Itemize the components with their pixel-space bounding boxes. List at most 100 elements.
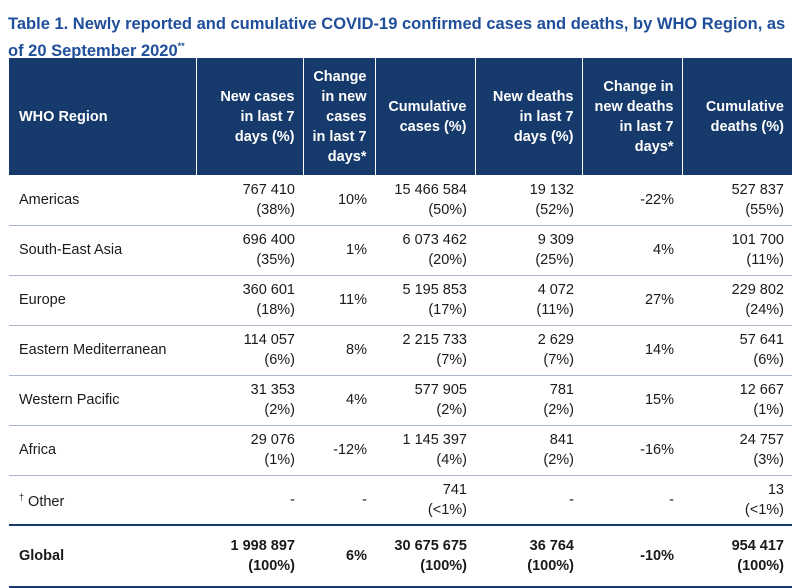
region-label: Other (28, 494, 65, 511)
cell-new-deaths: 781 (2%) (475, 375, 582, 426)
percent: (6%) (264, 352, 295, 368)
value: 9 309 (537, 232, 574, 248)
cell-new-cases: 1 998 897 (100%) (196, 524, 303, 588)
value: 6 073 462 (402, 232, 467, 248)
value: 1 998 897 (230, 538, 295, 554)
table-row: Europe 360 601 (18%) 11% 5 195 853 (17%) 4… (9, 275, 792, 326)
value: 19 132 (529, 181, 574, 198)
cell-new-deaths: 9 309 (25%) (475, 225, 582, 276)
percent: (18%) (256, 302, 295, 318)
cell-change-cases: 10% (303, 175, 375, 226)
percent: (52%) (535, 201, 574, 218)
caption-footnote-mark: ** (177, 41, 185, 51)
value: 5 195 853 (402, 282, 467, 298)
cell-change-deaths: - (582, 475, 682, 526)
value: 57 641 (739, 332, 784, 348)
percent: (38%) (256, 201, 295, 218)
header-change-cases: Change in new cases in last 7 days* (303, 58, 376, 175)
cell-new-deaths: 4 072 (11%) (475, 275, 582, 326)
cell-new-deaths: 841 (2%) (475, 425, 582, 476)
cell-change-cases: 11% (303, 275, 375, 326)
caption-text: Table 1. Newly reported and cumulative C… (8, 15, 786, 60)
percent: (17%) (428, 302, 467, 318)
cell-cumulative-cases: 1 145 397 (4%) (375, 425, 475, 476)
table-row: South-East Asia 696 400 (35%) 1% 6 073 46… (9, 225, 792, 276)
percent: (20%) (428, 252, 467, 268)
value: 15 466 584 (394, 181, 467, 198)
percent: (3%) (753, 452, 784, 468)
value: 781 (549, 382, 574, 398)
cell-cumulative-cases: 577 905 (2%) (375, 375, 475, 426)
header-new-deaths: New deaths in last 7 days (%) (475, 58, 583, 175)
percent: (7%) (436, 352, 467, 368)
percent: (55%) (745, 201, 784, 218)
table-caption: Table 1. Newly reported and cumulative C… (8, 13, 798, 62)
row-region: Europe (9, 275, 196, 326)
value: 696 400 (242, 232, 295, 248)
percent: (11%) (746, 252, 784, 268)
value: 101 700 (731, 232, 784, 248)
row-region: Americas (9, 175, 196, 226)
value: 36 764 (529, 538, 574, 554)
percent: (100%) (527, 558, 574, 574)
cell-new-cases: 360 601 (18%) (196, 275, 303, 326)
cell-cumulative-cases: 30 675 675 (100%) (375, 524, 475, 588)
cell-cumulative-deaths: 24 757 (3%) (682, 425, 792, 476)
cell-cumulative-deaths: 13 (<1%) (682, 475, 792, 526)
percent: (7%) (543, 352, 574, 368)
row-region: South-East Asia (9, 225, 196, 276)
header-row: WHO Region New cases in last 7 days (%) … (9, 58, 792, 175)
cell-cumulative-cases: 6 073 462 (20%) (375, 225, 475, 276)
cell-new-cases: 696 400 (35%) (196, 225, 303, 276)
cell-cumulative-cases: 5 195 853 (17%) (375, 275, 475, 326)
cell-cumulative-deaths: 57 641 (6%) (682, 325, 792, 376)
cell-change-cases: 6% (303, 524, 375, 588)
value: 767 410 (242, 181, 295, 198)
cell-change-deaths: -10% (582, 524, 682, 588)
cell-change-deaths: 14% (582, 325, 682, 376)
value: 30 675 675 (394, 538, 467, 554)
dagger-mark: † (19, 492, 25, 503)
value: 577 905 (414, 382, 467, 398)
percent: (6%) (753, 352, 784, 368)
cell-cumulative-deaths: 229 802 (24%) (682, 275, 792, 326)
cell-cumulative-cases: 2 215 733 (7%) (375, 325, 475, 376)
cell-change-cases: 8% (303, 325, 375, 376)
value: 12 667 (739, 382, 784, 398)
percent: (100%) (737, 558, 784, 574)
value: 360 601 (242, 282, 295, 298)
percent: (2%) (264, 402, 295, 418)
cell-change-deaths: -22% (582, 175, 682, 226)
percent: (1%) (264, 452, 295, 468)
cell-change-cases: -12% (303, 425, 375, 476)
cell-cumulative-cases: 15 466 584 (50%) (375, 175, 475, 226)
value: 229 802 (731, 282, 784, 298)
value: 1 145 397 (402, 432, 467, 448)
percent: (25%) (535, 252, 574, 268)
cell-change-deaths: 15% (582, 375, 682, 426)
percent: (4%) (436, 452, 467, 468)
cell-new-cases: - (196, 475, 303, 526)
cell-change-cases: - (303, 475, 375, 526)
value: 2 215 733 (402, 332, 467, 348)
cell-cumulative-deaths: 101 700 (11%) (682, 225, 792, 276)
percent: (<1%) (744, 501, 784, 518)
value: 2 629 (537, 332, 574, 348)
value: 29 076 (250, 432, 295, 448)
covid-region-table: WHO Region New cases in last 7 days (%) … (9, 58, 792, 588)
table-row-other: † Other - - 741 (<1%) - - 13 (<1%) (9, 475, 792, 526)
cell-new-cases: 114 057 (6%) (196, 325, 303, 376)
percent: (2%) (543, 452, 574, 468)
table-row: Eastern Mediterranean 114 057 (6%) 8% 2 2… (9, 325, 792, 376)
value: 741 (442, 481, 467, 498)
table-row: Americas 767 410 (38%) 10% 15 466 584 (50%… (9, 175, 792, 226)
cell-new-cases: 767 410 (38%) (196, 175, 303, 226)
cell-cumulative-deaths: 527 837 (55%) (682, 175, 792, 226)
cell-cumulative-deaths: 954 417 (100%) (682, 524, 792, 588)
value: 954 417 (731, 538, 784, 554)
value: 527 837 (731, 181, 784, 198)
header-who-region: WHO Region (9, 58, 197, 175)
value: 114 057 (243, 332, 295, 348)
percent: (11%) (536, 302, 574, 318)
